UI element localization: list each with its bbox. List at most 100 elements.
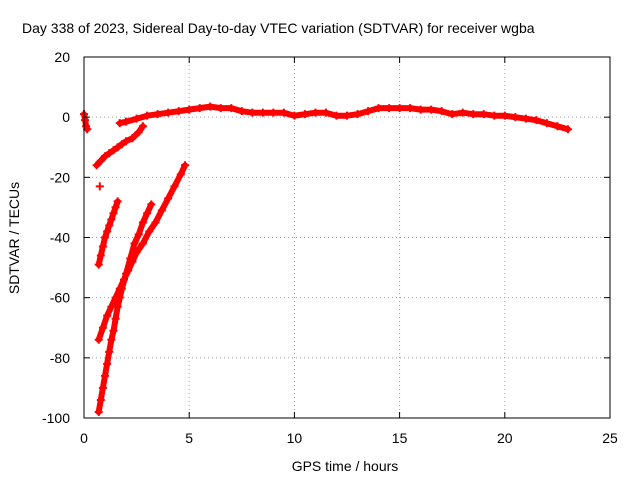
series-arc-1 xyxy=(92,122,147,170)
data-point xyxy=(103,227,112,236)
data-point xyxy=(115,293,124,302)
data-point xyxy=(374,104,383,113)
y-tick-label: -80 xyxy=(50,350,70,366)
y-tick-label: 20 xyxy=(54,49,70,65)
data-point xyxy=(458,108,467,117)
data-point xyxy=(248,108,257,117)
x-tick-label: 5 xyxy=(185,430,193,446)
data-point xyxy=(406,104,415,113)
data-point xyxy=(448,110,457,119)
data-point xyxy=(101,152,110,161)
data-point xyxy=(117,140,126,149)
data-point xyxy=(216,104,225,113)
data-point xyxy=(92,161,101,170)
data-point xyxy=(138,239,147,248)
data-point xyxy=(98,383,107,392)
x-tick-label: 15 xyxy=(392,430,408,446)
data-point xyxy=(279,108,288,117)
data-point xyxy=(185,105,194,114)
series-arc-4 xyxy=(94,200,156,416)
data-point xyxy=(395,104,404,113)
data-point xyxy=(122,137,131,146)
data-point xyxy=(113,197,122,206)
data-point xyxy=(321,108,330,117)
data-point xyxy=(105,149,114,158)
data-point xyxy=(115,119,124,128)
data-point xyxy=(134,128,143,137)
y-tick-label: -40 xyxy=(50,230,70,246)
data-point xyxy=(151,218,160,227)
series-outliers xyxy=(95,182,104,191)
y-tick-label: -60 xyxy=(50,290,70,306)
data-point xyxy=(542,119,551,128)
data-point xyxy=(174,107,183,116)
data-point xyxy=(113,302,122,311)
data-point xyxy=(128,134,137,143)
data-point xyxy=(138,218,147,227)
x-tick-label: 20 xyxy=(497,430,513,446)
data-point xyxy=(98,242,107,251)
data-point xyxy=(145,227,154,236)
data-point xyxy=(164,108,173,117)
data-point xyxy=(105,221,114,230)
data-point xyxy=(195,104,204,113)
data-point xyxy=(134,230,143,239)
data-point xyxy=(105,347,114,356)
data-point xyxy=(122,117,131,126)
data-point xyxy=(113,143,122,152)
y-axis-label: SDTVAR / TECUs xyxy=(6,182,22,294)
data-point xyxy=(117,284,126,293)
data-point xyxy=(94,260,103,269)
series-main-band xyxy=(115,102,572,134)
data-point xyxy=(103,359,112,368)
data-point xyxy=(437,107,446,116)
data-point xyxy=(469,110,478,119)
data-point xyxy=(258,108,267,117)
x-tick-label: 0 xyxy=(80,430,88,446)
data-point xyxy=(511,113,520,122)
data-point xyxy=(101,233,110,242)
data-point xyxy=(109,209,118,218)
data-point xyxy=(153,110,162,119)
data-point xyxy=(95,182,104,191)
data-point xyxy=(490,111,499,120)
data-point xyxy=(311,108,320,117)
data-point xyxy=(143,111,152,120)
data-point xyxy=(300,110,309,119)
data-point xyxy=(164,194,173,203)
data-point xyxy=(96,251,105,260)
data-point xyxy=(111,314,120,323)
data-point xyxy=(364,107,373,116)
data-point xyxy=(130,239,139,248)
data-point xyxy=(109,146,118,155)
data-point xyxy=(143,209,152,218)
data-point xyxy=(147,200,156,209)
data-point xyxy=(98,323,107,332)
data-point xyxy=(416,105,425,114)
data-point xyxy=(269,108,278,117)
data-point xyxy=(107,215,116,224)
data-point xyxy=(126,254,135,263)
data-point xyxy=(385,104,394,113)
chart-title: Day 338 of 2023, Sidereal Day-to-day VTE… xyxy=(22,20,535,36)
data-point xyxy=(180,161,189,170)
data-point xyxy=(101,371,110,380)
data-point xyxy=(96,395,105,404)
data-point xyxy=(427,105,436,114)
y-tick-label: -20 xyxy=(50,169,70,185)
data-point xyxy=(500,111,509,120)
data-point xyxy=(479,110,488,119)
data-point xyxy=(553,122,562,131)
y-tick-label: -100 xyxy=(42,410,70,426)
data-point xyxy=(122,269,131,278)
data-point xyxy=(94,335,103,344)
data-point xyxy=(132,114,141,123)
data-point xyxy=(170,182,179,191)
data-point xyxy=(94,407,103,416)
data-point xyxy=(111,203,120,212)
data-point xyxy=(532,116,541,125)
data-point xyxy=(332,111,341,120)
x-tick-label: 25 xyxy=(602,430,618,446)
